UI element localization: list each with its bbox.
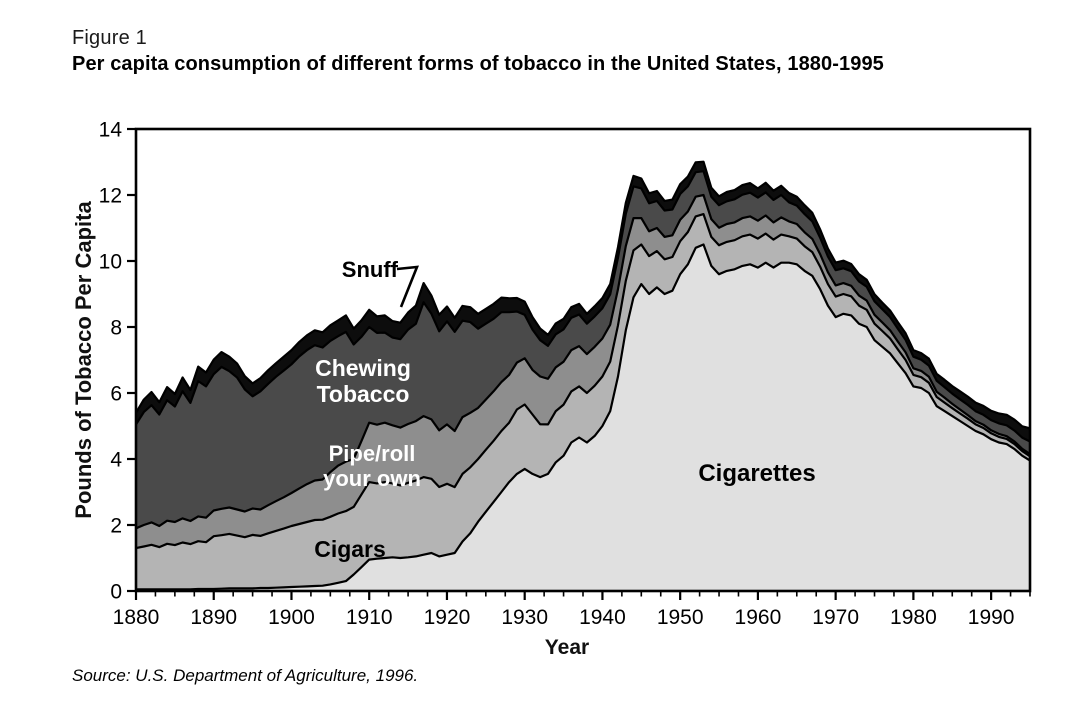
band-label-cigars: Cigars	[314, 536, 386, 562]
y-tick-label-2: 2	[110, 515, 122, 538]
x-tick-label-1970: 1970	[812, 606, 859, 629]
x-tick-label-1950: 1950	[657, 606, 704, 629]
chart-areas	[136, 161, 1030, 591]
x-axis-title: Year	[544, 636, 590, 659]
band-label-chewing-line1: Chewing	[315, 355, 411, 381]
boundary-pipe-roll-your-own	[135, 193, 1031, 530]
boundary-snuff	[135, 160, 1031, 430]
x-tick-label-1920: 1920	[424, 606, 471, 629]
band-label-chewing-tobacco: Chewing Tobacco	[315, 355, 411, 408]
y-tick-label-14: 14	[99, 119, 123, 142]
y-tick-label-10: 10	[99, 251, 122, 274]
y-tick-label-8: 8	[110, 317, 122, 340]
x-tick-label-1930: 1930	[501, 606, 548, 629]
band-label-pipe-line1: Pipe/roll	[328, 441, 416, 466]
chart-band-outlines	[135, 160, 1031, 591]
x-tick-label-1990: 1990	[968, 606, 1015, 629]
y-tick-label-0: 0	[110, 581, 122, 604]
band-label-snuff: Snuff	[341, 257, 398, 282]
x-tick-label-1880: 1880	[113, 606, 160, 629]
axis-tick-labels: 1880 1890 1900 1910 1920 1930 1940 1950 1960 1970…	[99, 119, 1015, 630]
source-note: Source: U.S. Department of Agriculture, …	[72, 666, 419, 685]
x-tick-label-1910: 1910	[346, 606, 393, 629]
x-tick-label-1940: 1940	[579, 606, 626, 629]
x-tick-label-1890: 1890	[190, 606, 237, 629]
y-tick-label-4: 4	[110, 449, 122, 472]
boundary-cigars	[135, 213, 1031, 550]
band-label-pipe-line2: your own	[323, 465, 421, 491]
snuff-callout-line	[396, 265, 420, 308]
figure-title: Per capita consumption of different form…	[72, 53, 884, 75]
y-tick-label-12: 12	[99, 185, 122, 208]
area-cigarettes	[136, 244, 1030, 591]
boundary-chewing-tobacco	[135, 170, 1031, 443]
y-tick-label-6: 6	[110, 383, 122, 406]
x-tick-label-1900: 1900	[268, 606, 315, 629]
axis-ticks	[127, 127, 1031, 600]
band-label-chewing-line2: Tobacco	[316, 380, 410, 407]
area-cigars	[136, 214, 1030, 590]
boundary-cigarettes	[136, 243, 1031, 591]
band-label-pipe-roll-your-own: Pipe/roll your own	[323, 441, 421, 491]
area-pipe-roll-your-own	[136, 195, 1030, 549]
band-label-cigarettes: Cigarettes	[698, 460, 816, 487]
x-tick-label-1960: 1960	[735, 606, 782, 629]
x-tick-label-1980: 1980	[890, 606, 937, 629]
figure-label: Figure 1	[72, 27, 147, 49]
